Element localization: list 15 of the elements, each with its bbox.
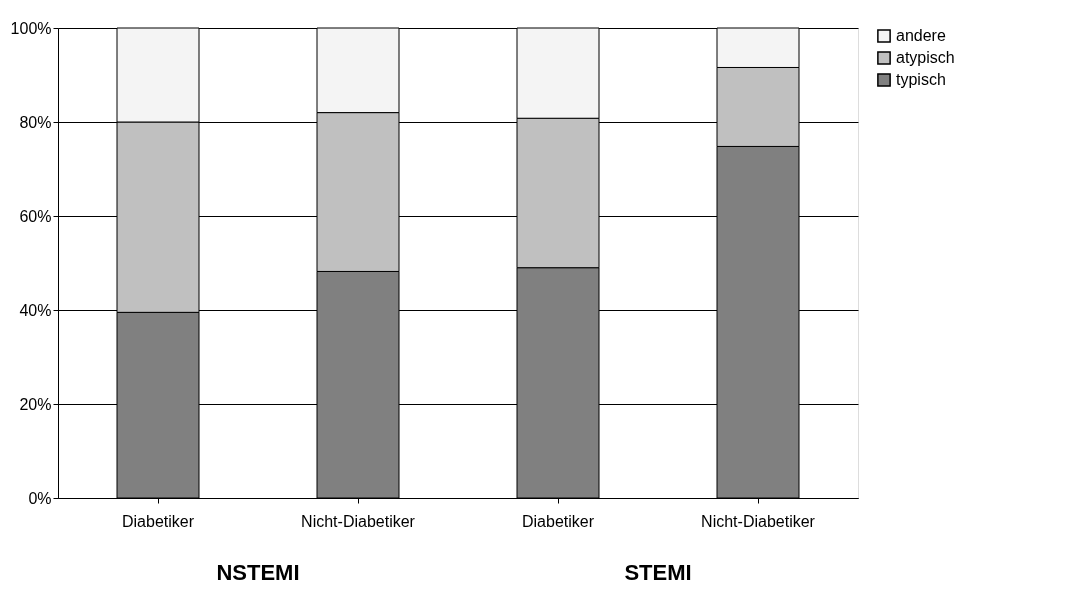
legend-label: typisch xyxy=(896,71,946,88)
x-tick-label: Diabetiker xyxy=(521,512,595,530)
text: STEMI xyxy=(624,560,692,585)
x-tick-label: Nicht-Diabetiker xyxy=(301,512,416,530)
legend-label: atypisch xyxy=(896,49,955,66)
y-tick-label: 100% xyxy=(10,19,52,37)
legend-label: andere xyxy=(896,27,946,44)
y-tick-label: 20% xyxy=(19,395,52,413)
y-tick-label: 40% xyxy=(19,301,52,319)
y-tick-label: 60% xyxy=(19,207,52,225)
y-tick-label: 0% xyxy=(28,489,52,507)
x-tick-label: Diabetiker xyxy=(121,512,195,530)
y-tick-label: 80% xyxy=(19,113,52,131)
text: NSTEMI xyxy=(216,560,300,585)
x-tick-label: Nicht-Diabetiker xyxy=(701,512,816,530)
